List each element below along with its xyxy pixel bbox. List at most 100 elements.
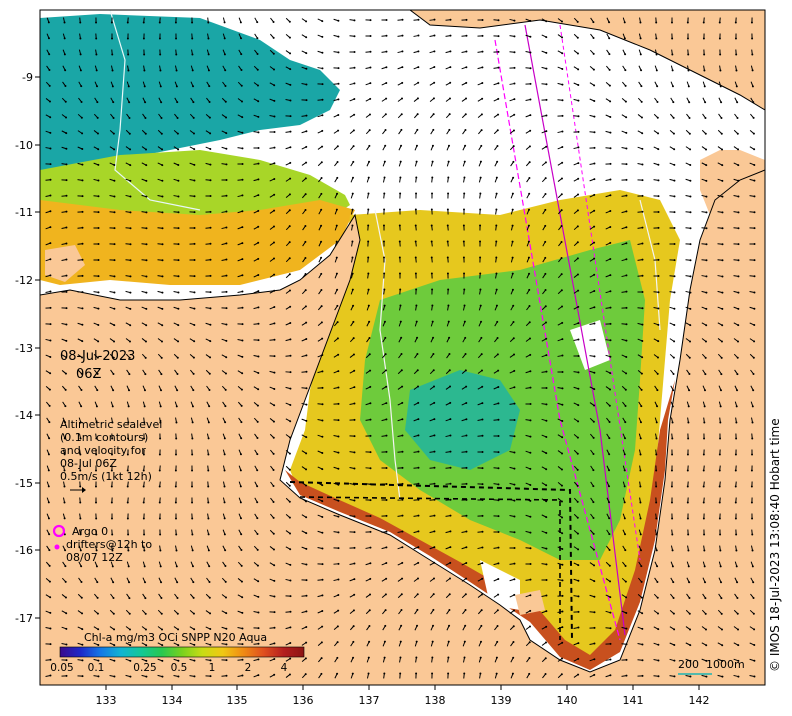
arrowhead-icon [447,672,450,675]
arrowhead-icon [144,581,147,584]
arrowhead-icon [129,148,132,151]
arrowhead-icon [704,132,707,135]
arrowhead-icon [655,485,658,488]
arrowhead-icon [95,69,98,72]
arrowhead-icon [561,114,564,117]
arrowhead-icon [593,225,596,228]
arrowhead-icon [433,401,436,404]
arrowhead-icon [449,18,452,21]
arrowhead-icon [96,372,99,375]
arrowhead-icon [111,69,114,72]
arrowhead-icon [704,581,707,584]
arrowhead-icon [273,404,276,407]
arrowhead-icon [481,50,484,53]
arrowhead-icon [144,612,147,615]
arrowhead-icon [127,437,130,440]
arrowhead-icon [687,85,690,88]
arrowhead-icon [112,373,115,376]
arrowhead-icon [400,113,403,116]
arrowhead-icon [463,160,466,163]
arrowhead-icon [399,672,402,675]
arrowhead-icon [560,673,563,676]
arrowhead-icon [497,593,500,596]
arrowhead-icon [257,306,260,309]
arrowhead-icon [335,256,338,259]
arrowhead-icon [191,37,194,40]
arrowhead-icon [207,437,210,440]
arrowhead-icon [417,385,420,388]
arrowhead-icon [240,421,243,424]
arrowhead-icon [401,66,404,69]
arrowhead-icon [417,482,420,485]
arrowhead-icon [736,612,739,615]
arrowhead-icon [193,643,196,646]
arrowhead-icon [48,84,51,87]
arrowhead-icon [528,192,531,195]
arrowhead-icon [705,675,708,678]
arrowhead-icon [320,161,323,164]
arrowhead-icon [64,372,67,375]
arrowhead-icon [753,148,756,151]
arrowhead-icon [351,208,354,211]
arrowhead-icon [128,581,131,584]
arrowhead-icon [305,579,308,582]
arrowhead-icon [577,146,580,149]
arrowhead-icon [335,240,338,243]
arrowhead-icon [608,420,611,423]
arrowhead-icon [734,37,737,40]
arrowhead-icon [127,549,130,552]
arrowhead-icon [353,562,356,565]
arrowhead-icon [561,610,564,613]
arrowhead-icon [64,69,67,72]
arrowhead-icon [207,517,210,520]
arrowhead-icon [481,402,484,405]
arrowhead-icon [656,101,659,104]
arrowhead-icon [545,337,548,340]
arrowhead-icon [95,437,98,440]
arrowhead-icon [481,418,484,421]
arrowhead-icon [336,176,339,179]
arrowhead-icon [398,256,401,259]
arrowhead-icon [65,356,68,359]
arrowhead-icon [369,577,372,580]
arrowhead-icon [383,672,386,675]
arrowhead-icon [592,469,595,472]
arrowhead-icon [623,21,626,24]
arrowhead-icon [241,210,244,213]
arrowhead-icon [752,389,755,392]
arrowhead-icon [465,81,468,84]
arrowhead-icon [208,100,211,103]
arrowhead-icon [433,434,436,437]
arrowhead-icon [225,627,228,630]
arrowhead-icon [400,624,403,627]
arrowhead-icon [209,628,212,631]
arrowhead-icon [609,162,612,165]
arrowhead-icon [320,224,323,227]
arrowhead-icon [415,192,418,195]
arrowhead-icon [577,404,580,407]
arrowhead-icon [689,291,692,294]
arrowhead-icon [561,563,564,566]
arrowhead-icon [576,516,579,519]
arrowhead-icon [528,656,531,659]
arrowhead-icon [528,672,531,675]
arrowhead-icon [241,611,244,614]
arrowhead-icon [63,37,66,40]
lat-tick-label: -10 [15,139,33,152]
arrowhead-icon [561,161,564,164]
arrowhead-icon [608,68,611,71]
arrowhead-icon [384,129,387,132]
arrowhead-icon [337,402,340,405]
arrowhead-icon [447,656,450,659]
arrowhead-icon [689,179,692,182]
arrowhead-icon [513,515,516,518]
arrowhead-icon [495,672,498,675]
arrowhead-icon [513,562,516,565]
arrowhead-icon [687,549,690,552]
arrowhead-icon [401,81,404,84]
arrowhead-icon [81,258,84,261]
arrowhead-icon [593,673,596,676]
arrowhead-icon [49,274,52,277]
arrowhead-icon [353,546,356,549]
arrowhead-icon [529,35,532,38]
